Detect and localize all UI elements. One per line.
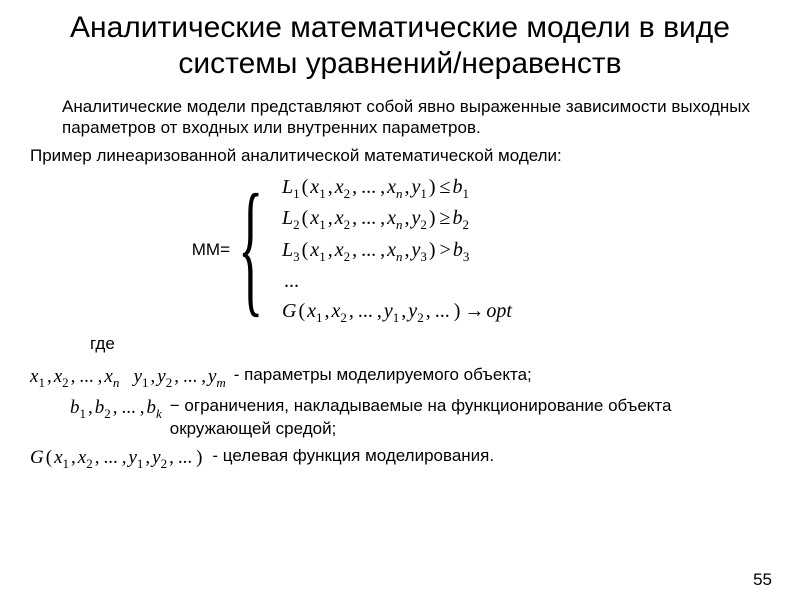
equation-ellipsis: ... <box>282 266 512 296</box>
mm-label: ММ= <box>30 240 238 260</box>
equation-2: L2(x1,x2,...,xn,y2)≥b2 <box>282 203 512 235</box>
brace-system: { L1(x1,x2,...,xn,y1)≤b1 L2(x1,x2,...,xn… <box>238 172 512 328</box>
equation-1: L1(x1,x2,...,xn,y1)≤b1 <box>282 172 512 204</box>
definition-1: x1,x2,...,xn y1,y2,...,ym - параметры мо… <box>30 364 770 391</box>
page-number: 55 <box>753 570 772 590</box>
def3-math: G(x1,x2,...,y1,y2,...) <box>30 445 212 472</box>
definition-3: G(x1,x2,...,y1,y2,...) - целевая функция… <box>30 445 770 472</box>
slide-title: Аналитические математические модели в ви… <box>30 10 770 82</box>
paragraph-1: Аналитические модели представляют собой … <box>30 96 770 139</box>
definitions: x1,x2,...,xn y1,y2,...,ym - параметры мо… <box>30 364 770 473</box>
slide: Аналитические математические модели в ви… <box>0 0 800 600</box>
equation-3: L3(x1,x2,...,xn,y3)>b3 <box>282 235 512 267</box>
def2-text: − ограничения, накладываемые на функцион… <box>170 395 770 441</box>
equation-g: G(x1,x2,...,y1,y2,...)→opt <box>282 296 512 328</box>
definition-2: b1,b2,...,bk − ограничения, накладываемы… <box>30 395 770 441</box>
paragraph-2: Пример линеаризованной аналитической мат… <box>30 145 770 166</box>
formula-block: ММ= { L1(x1,x2,...,xn,y1)≤b1 L2(x1,x2,..… <box>30 172 770 328</box>
def1-math: x1,x2,...,xn y1,y2,...,ym <box>30 364 234 391</box>
equation-list: L1(x1,x2,...,xn,y1)≤b1 L2(x1,x2,...,xn,y… <box>282 172 512 328</box>
def3-text: - целевая функция моделирования. <box>212 445 770 468</box>
def1-text: - параметры моделируемого объекта; <box>234 364 770 387</box>
where-label: где <box>90 334 770 354</box>
def2-math: b1,b2,...,bk <box>30 395 170 422</box>
left-brace-icon: { <box>238 172 263 328</box>
